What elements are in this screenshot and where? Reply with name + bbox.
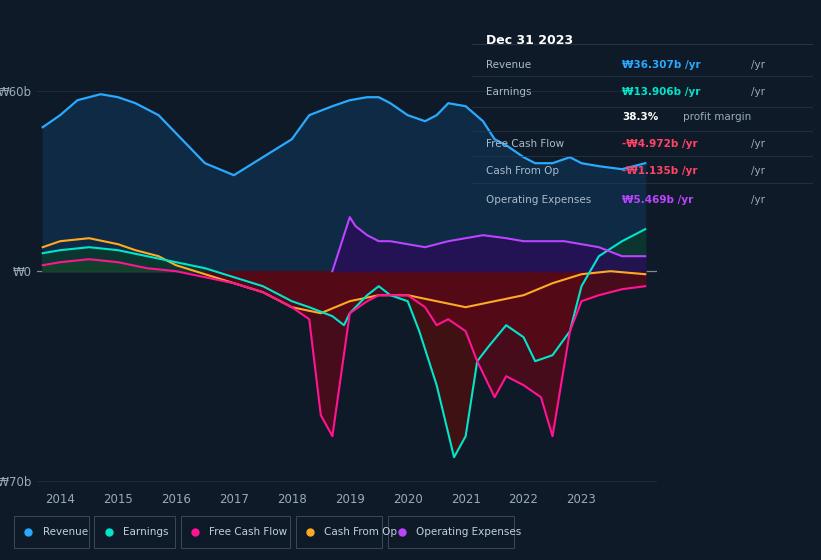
Text: Dec 31 2023: Dec 31 2023 bbox=[486, 34, 573, 47]
Text: 38.3%: 38.3% bbox=[622, 112, 658, 122]
Text: /yr: /yr bbox=[751, 195, 765, 205]
Text: Revenue: Revenue bbox=[43, 527, 88, 537]
Text: Cash From Op: Cash From Op bbox=[324, 527, 397, 537]
Text: /yr: /yr bbox=[751, 87, 765, 97]
Text: Operating Expenses: Operating Expenses bbox=[416, 527, 521, 537]
Text: profit margin: profit margin bbox=[683, 112, 751, 122]
Text: ₩36.307b /yr: ₩36.307b /yr bbox=[622, 60, 700, 70]
Text: /yr: /yr bbox=[751, 166, 765, 176]
Text: -₩4.972b /yr: -₩4.972b /yr bbox=[622, 139, 698, 149]
Text: Revenue: Revenue bbox=[486, 60, 531, 70]
Text: Free Cash Flow: Free Cash Flow bbox=[209, 527, 287, 537]
Text: Free Cash Flow: Free Cash Flow bbox=[486, 139, 564, 149]
Text: ₩5.469b /yr: ₩5.469b /yr bbox=[622, 195, 693, 205]
Text: /yr: /yr bbox=[751, 60, 765, 70]
Text: Operating Expenses: Operating Expenses bbox=[486, 195, 591, 205]
Text: Cash From Op: Cash From Op bbox=[486, 166, 559, 176]
Text: Earnings: Earnings bbox=[123, 527, 168, 537]
Text: Earnings: Earnings bbox=[486, 87, 531, 97]
Text: ₩13.906b /yr: ₩13.906b /yr bbox=[622, 87, 700, 97]
Text: -₩1.135b /yr: -₩1.135b /yr bbox=[622, 166, 698, 176]
Text: /yr: /yr bbox=[751, 139, 765, 149]
